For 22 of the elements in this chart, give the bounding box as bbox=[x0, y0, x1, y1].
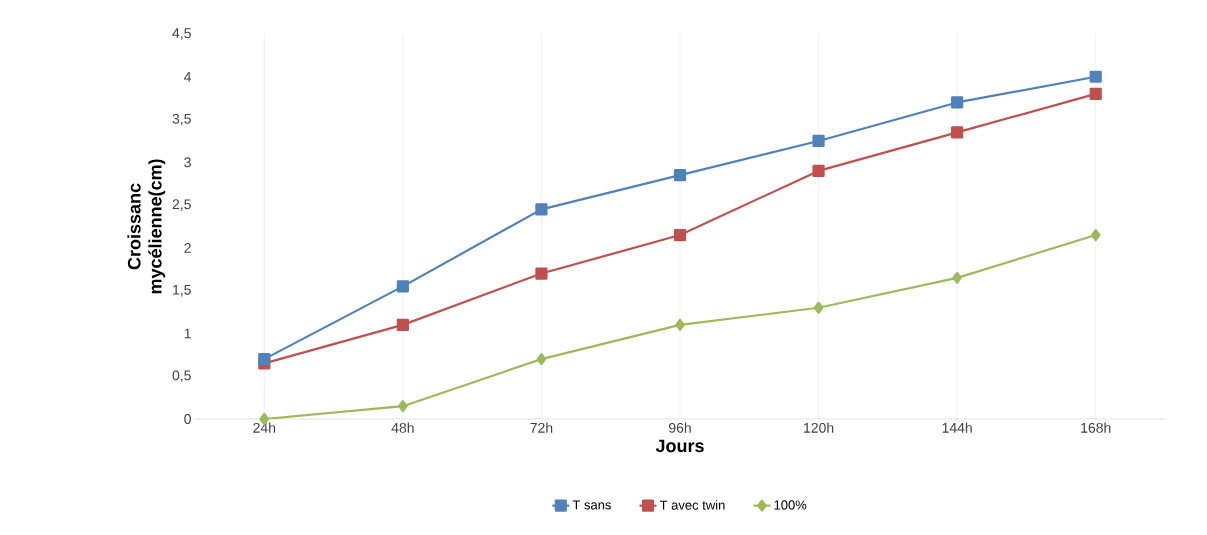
x-tick-label: 144h bbox=[942, 422, 972, 433]
x-tick-label: 120h bbox=[804, 422, 834, 433]
x-tick-label: 168h bbox=[1081, 422, 1111, 433]
y-tick-label: 4,5 bbox=[172, 28, 191, 40]
y-tick-label: 1,5 bbox=[173, 284, 191, 297]
y-tick-label: 0,5 bbox=[172, 370, 191, 383]
x-tick-label: 24h bbox=[253, 422, 276, 433]
y-tick-label: 4 bbox=[184, 71, 192, 82]
y-tick-label: 3,5 bbox=[172, 113, 191, 126]
y-tick-label: 2 bbox=[184, 243, 191, 253]
legend-label: 100% bbox=[774, 500, 807, 510]
y-tick-label: 3 bbox=[184, 157, 191, 168]
legend-label: T avec twin bbox=[659, 500, 725, 510]
x-tick-label: 48h bbox=[391, 422, 414, 433]
y-tick-label: 1 bbox=[184, 328, 191, 339]
x-tick-label: 96h bbox=[668, 422, 691, 433]
y-tick-label: 2,5 bbox=[172, 199, 191, 211]
x-axis-title: Jours bbox=[655, 439, 704, 453]
x-tick-label: 72h bbox=[530, 422, 553, 433]
y-axis-title: Croissanc mycélienne(cm) bbox=[127, 159, 166, 294]
legend-label: T sans bbox=[572, 500, 611, 510]
y-tick-label: 0 bbox=[184, 414, 191, 424]
